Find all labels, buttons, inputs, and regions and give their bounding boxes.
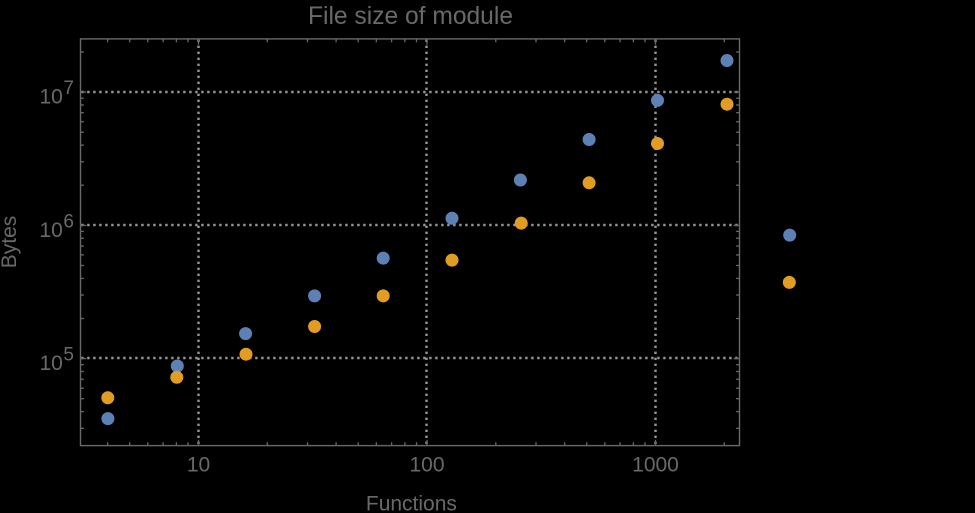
svg-text:Functions: Functions xyxy=(366,493,457,513)
svg-text:10: 10 xyxy=(187,454,210,477)
svg-text:1000: 1000 xyxy=(632,454,679,477)
svg-text:File size of module: File size of module xyxy=(308,3,513,30)
svg-text:7: 7 xyxy=(63,78,74,99)
svg-text:10: 10 xyxy=(39,86,62,109)
svg-text:6: 6 xyxy=(63,212,74,233)
svg-text:Bytes: Bytes xyxy=(0,216,21,269)
svg-text:10: 10 xyxy=(39,219,62,242)
svg-text:100: 100 xyxy=(409,454,444,477)
svg-text:10: 10 xyxy=(39,352,62,375)
svg-text:5: 5 xyxy=(63,345,74,366)
